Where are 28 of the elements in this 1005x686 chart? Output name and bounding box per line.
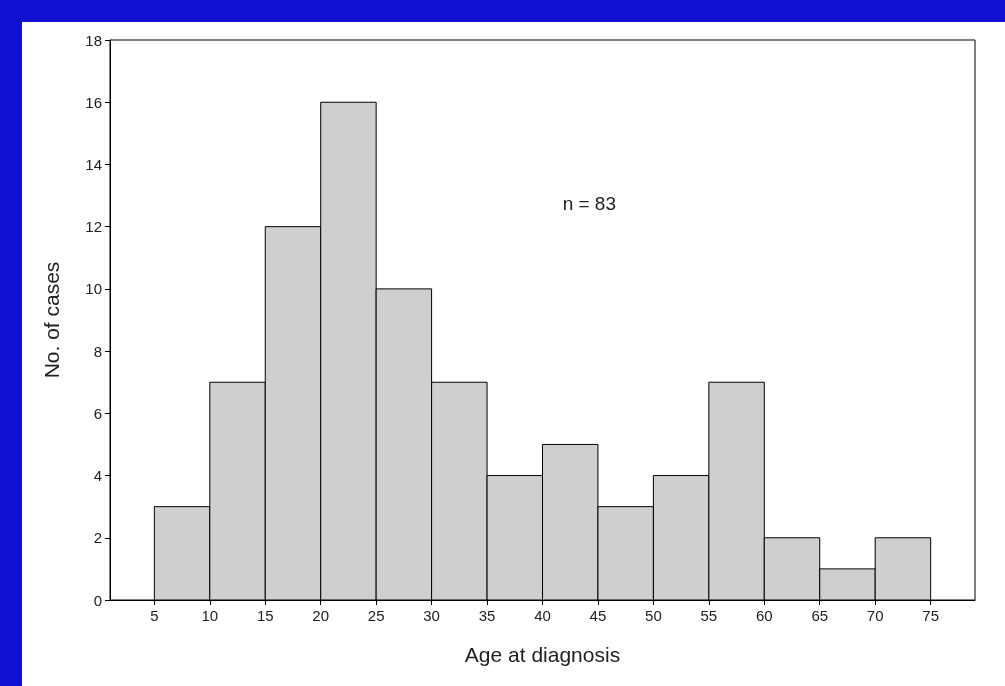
x-tick-label: 20 <box>312 607 330 624</box>
y-axis-title: No. of cases <box>40 261 63 379</box>
y-tick-label: 8 <box>93 342 102 360</box>
y-tick-label: 12 <box>85 218 102 236</box>
x-tick-label: 45 <box>589 607 607 624</box>
y-tick-label: 14 <box>85 155 102 173</box>
x-axis-title: Age at diagnosis <box>464 643 621 666</box>
x-tick-label: 50 <box>645 607 662 624</box>
x-tick-label: 40 <box>534 607 551 624</box>
y-tick-label: 18 <box>85 31 102 49</box>
y-tick-label: 16 <box>85 93 102 111</box>
x-tick-label: 5 <box>150 607 159 624</box>
x-tick-label: 65 <box>811 607 829 624</box>
y-tick-label: 0 <box>93 591 102 609</box>
y-tick-label: 6 <box>93 404 102 422</box>
x-tick-label: 10 <box>201 607 219 624</box>
x-tick-label: 75 <box>922 607 939 624</box>
y-tick-label: 4 <box>93 467 102 485</box>
y-tick-label: 10 <box>85 280 102 298</box>
x-tick-label: 70 <box>866 607 884 624</box>
x-tick-label: 60 <box>755 607 773 624</box>
x-tick-label: 30 <box>423 607 440 624</box>
annotation: n = 83 <box>562 193 617 214</box>
y-tick-label: 2 <box>93 529 102 547</box>
x-tick-label: 15 <box>256 607 274 624</box>
x-tick-label: 25 <box>367 607 385 624</box>
x-tick-label: 55 <box>700 607 718 624</box>
x-tick-label: 35 <box>478 607 496 624</box>
